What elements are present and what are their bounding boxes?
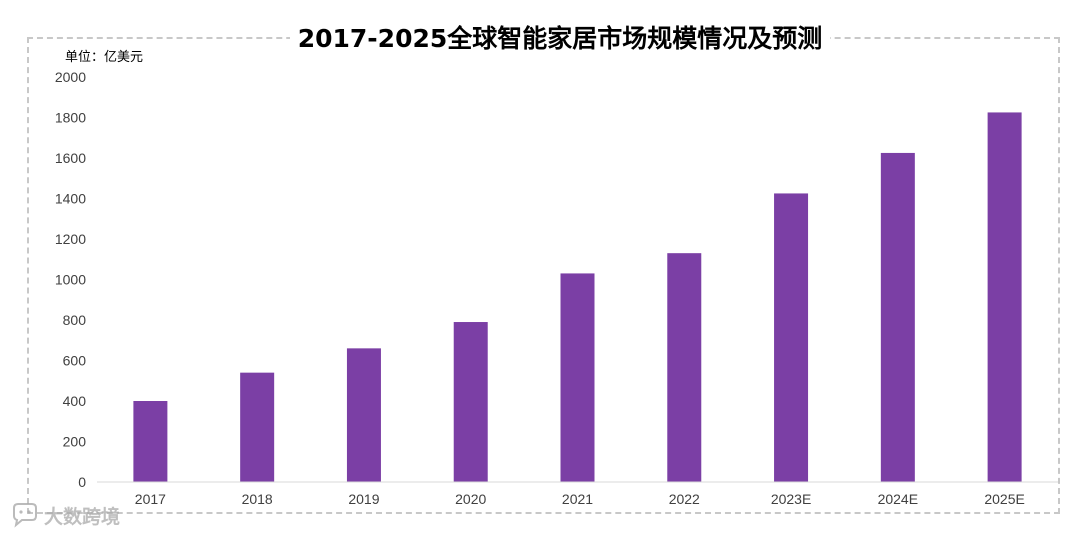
- y-tick-label: 1400: [55, 191, 86, 207]
- y-tick-label: 0: [78, 474, 86, 490]
- y-tick-label: 400: [63, 393, 87, 409]
- y-tick-label: 1200: [55, 231, 86, 247]
- y-tick-label: 1600: [55, 150, 86, 166]
- y-tick-label: 600: [63, 353, 87, 369]
- bar-2024E: [880, 152, 915, 482]
- bar-2018: [240, 372, 275, 482]
- x-tick-label: 2022: [669, 491, 700, 507]
- x-tick-label: 2020: [455, 491, 486, 507]
- bar-2017: [133, 401, 168, 482]
- x-tick-label: 2018: [242, 491, 273, 507]
- watermark-text: 大数跨境: [44, 505, 121, 528]
- chat-bubble-logo-icon: [13, 503, 37, 528]
- x-tick-label: 2025E: [984, 491, 1024, 507]
- y-tick-label: 1000: [55, 272, 86, 288]
- y-tick-label: 2000: [55, 69, 86, 85]
- bar-2021: [560, 273, 595, 482]
- bar-series: [133, 112, 1022, 482]
- x-tick-label: 2019: [348, 491, 379, 507]
- bar-2019: [346, 348, 381, 482]
- unit-label: 单位：亿美元: [62, 46, 147, 65]
- x-tick-label: 2023E: [771, 491, 811, 507]
- x-axis: 2017 2018 2019 2020 2021 2022 2023E 2024E 2025E: [135, 491, 1025, 507]
- chart-title: 2017-2025全球智能家居市场规模情况及预测: [290, 19, 830, 59]
- y-tick-label: 1800: [55, 110, 86, 126]
- bar-2025E: [987, 112, 1022, 482]
- x-tick-label: 2021: [562, 491, 593, 507]
- watermark: 大数跨境: [10, 500, 120, 530]
- y-tick-label: 800: [63, 312, 87, 328]
- y-tick-label: 200: [63, 434, 87, 450]
- bar-2023E: [774, 193, 809, 482]
- y-axis: 0 200 400 600 800 1000 1200 1400 1600 1800 2000: [55, 69, 86, 490]
- x-tick-label: 2024E: [878, 491, 918, 507]
- bar-2020: [453, 322, 488, 482]
- bar-2022: [667, 253, 702, 482]
- x-tick-label: 2017: [135, 491, 166, 507]
